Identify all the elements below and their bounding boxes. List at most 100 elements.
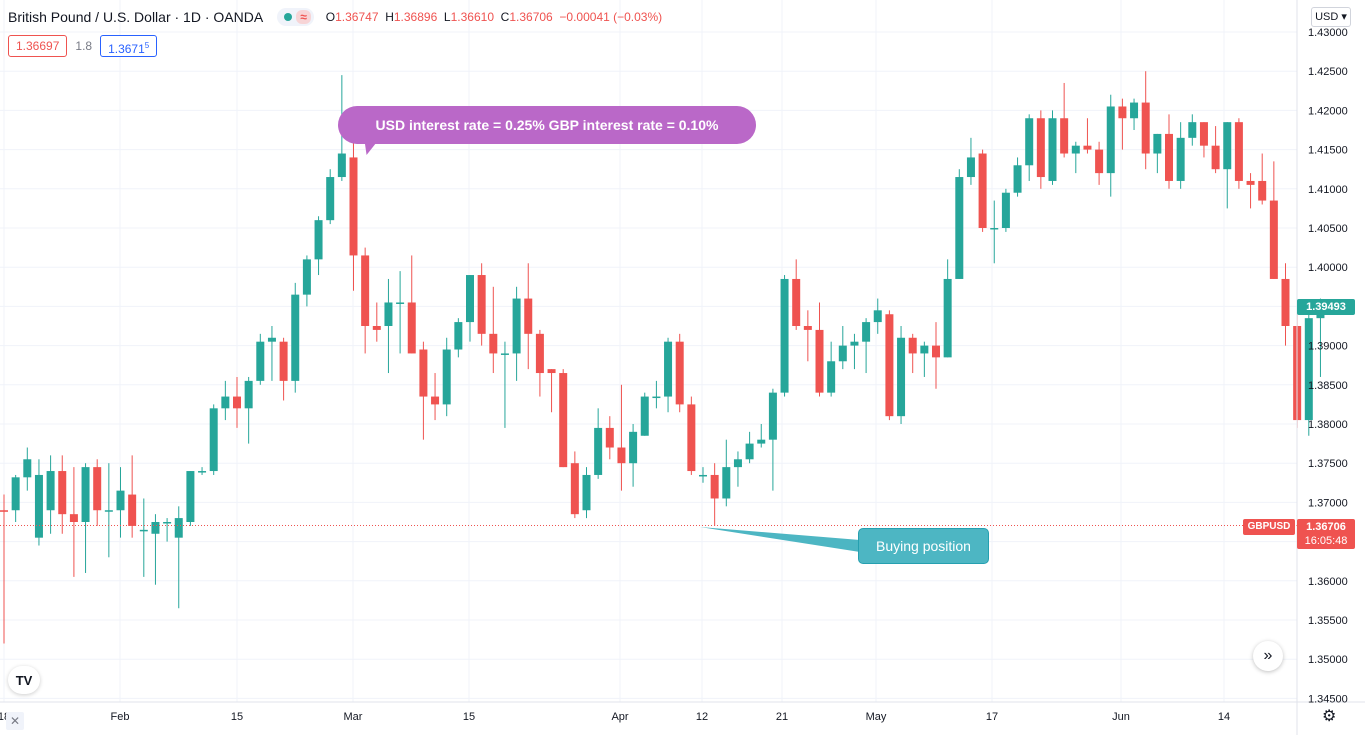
candle-body [1060,118,1069,154]
time-tick-label: 15 [231,711,243,723]
candle-body [535,333,544,374]
candle-body [920,345,929,354]
price-tick-label: 1.41000 [1308,184,1348,196]
candle-body [1211,145,1220,170]
candle-body [489,333,498,354]
candle-body [652,396,661,399]
price-tick-label: 1.37000 [1308,497,1348,509]
candle-body [314,220,323,260]
candle-body [431,396,440,405]
time-tick-label: 21 [776,711,788,723]
sell-price-button[interactable]: 1.36697 [8,35,68,57]
candle-body [757,439,766,444]
candle-body [664,341,673,397]
candle-body [337,153,346,178]
candle-body [1269,200,1278,279]
candle-body [733,459,742,468]
low-key: L [443,10,451,24]
candle-body [198,471,207,473]
time-tick-label: 18 [0,711,10,723]
candle-body [838,345,847,362]
double-chevron-right-icon[interactable]: » [1253,641,1283,671]
candle-body [69,514,78,522]
candle-body [1013,165,1022,193]
candle-body [873,310,882,323]
candle-body [1001,192,1010,228]
candle-body [803,326,812,330]
candle-body [34,474,43,538]
candle-body [640,396,649,436]
price-tick-label: 1.38500 [1308,380,1348,392]
candle-body [570,463,579,515]
candle-body [792,278,801,326]
currency-selector[interactable]: USD ▾ [1311,7,1351,27]
candle-body [128,494,137,526]
high-value: 1.36896 [393,10,438,24]
close-key: C [500,10,510,24]
market-status-pill[interactable]: ≈ [277,8,314,26]
time-tick-label: Mar [344,711,363,723]
price-tick-label: 1.35000 [1308,654,1348,666]
interest-rate-bubble[interactable]: USD interest rate = 0.25% GBP interest r… [338,106,756,144]
candle-body [512,298,521,354]
ask-value: 1.3671 [108,42,145,56]
candle-body [500,353,509,355]
symbol-title[interactable]: British Pound / U.S. Dollar · 1D · OANDA [8,9,264,25]
close-icon[interactable]: ✕ [6,712,24,730]
candle-body [978,153,987,228]
price-tick-label: 1.43000 [1308,27,1348,39]
candle-body [233,396,241,409]
candle-body [0,510,8,512]
last-value-tag: 1.39493 [1297,299,1355,315]
candle-body [46,471,55,511]
market-open-icon [284,13,293,21]
ask-pip: 5 [144,41,150,50]
candle-body [302,259,311,295]
candle-body [850,341,859,346]
candle-body [932,345,940,358]
open-value: 1.36747 [335,10,379,24]
candle-body [547,369,556,374]
price-tick-label: 1.37500 [1308,458,1348,470]
candle-body [675,341,684,405]
candle-body [1246,180,1255,185]
candle-body [1118,106,1127,119]
close-value: 1.36706 [509,10,553,24]
gear-icon[interactable]: ⚙ [1322,708,1337,725]
candle-body [1153,133,1162,154]
candle-body [1071,145,1080,154]
price-tick-label: 1.36000 [1308,576,1348,588]
time-tick-label: Jun [1112,711,1130,723]
spread-value: 1.8 [75,39,93,53]
candle-body [291,294,300,381]
candle-body [23,459,32,478]
tradingview-logo-icon[interactable]: TV [8,666,40,694]
candle-body [139,529,148,532]
candle-body [1106,106,1115,174]
low-value: 1.36610 [450,10,494,24]
candle-body [605,427,614,448]
buying-position-callout[interactable]: Buying position [858,528,989,564]
time-tick-label: 12 [696,711,708,723]
candle-body [116,490,125,511]
candle-body [1258,180,1267,201]
candle-body [1165,133,1173,181]
candle-body [1176,137,1185,181]
candle-body [594,427,603,475]
candle-body [267,337,276,342]
candle-body [1234,122,1243,181]
candle-body [209,408,218,472]
candle-body [11,477,20,511]
candle-body [955,177,964,279]
candlestick-series [0,71,1325,644]
candle-body [256,341,265,381]
buy-price-button[interactable]: 1.36715 [100,35,158,57]
price-tick-label: 1.34500 [1308,693,1348,705]
candle-body [326,177,335,221]
price-tick-label: 1.41500 [1308,145,1348,157]
candle-body [1048,118,1057,181]
candle-body [466,275,474,323]
candle-body [1025,118,1034,166]
candle-body [908,337,917,354]
